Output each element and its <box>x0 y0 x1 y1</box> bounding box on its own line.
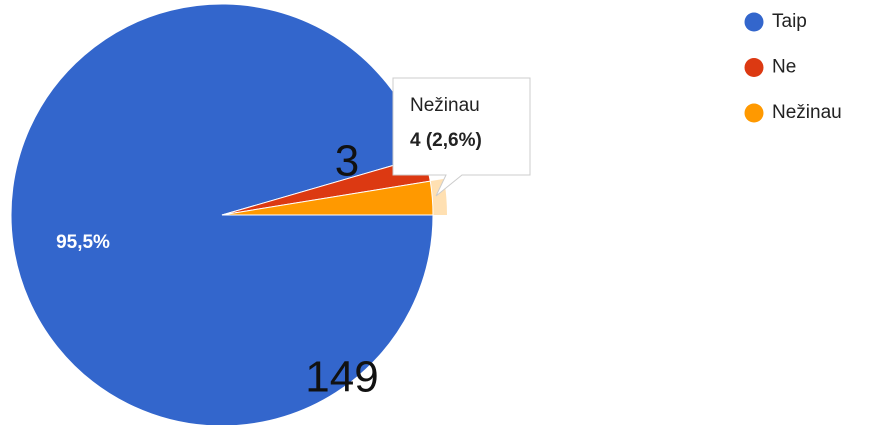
legend: Taip Ne Nežinau <box>744 11 842 123</box>
tooltip: Nežinau 4 (2,6%) <box>392 77 531 197</box>
legend-swatch <box>744 103 764 123</box>
legend-swatch <box>744 58 764 77</box>
slice <box>221 180 434 216</box>
tooltip-text: 4 (2,6%) <box>410 130 482 151</box>
annotation: 3 <box>335 137 359 186</box>
legend-label: Taip <box>772 11 807 32</box>
legend-label: Ne <box>772 57 796 78</box>
pie <box>10 3 447 425</box>
legend-swatch <box>744 12 764 32</box>
tooltip-title: Nežinau <box>410 95 480 116</box>
tooltip-box <box>392 77 531 197</box>
slice-label: 95,5% <box>56 232 110 253</box>
legend-label: Nežinau <box>772 102 842 123</box>
annotation: 149 <box>305 353 378 402</box>
